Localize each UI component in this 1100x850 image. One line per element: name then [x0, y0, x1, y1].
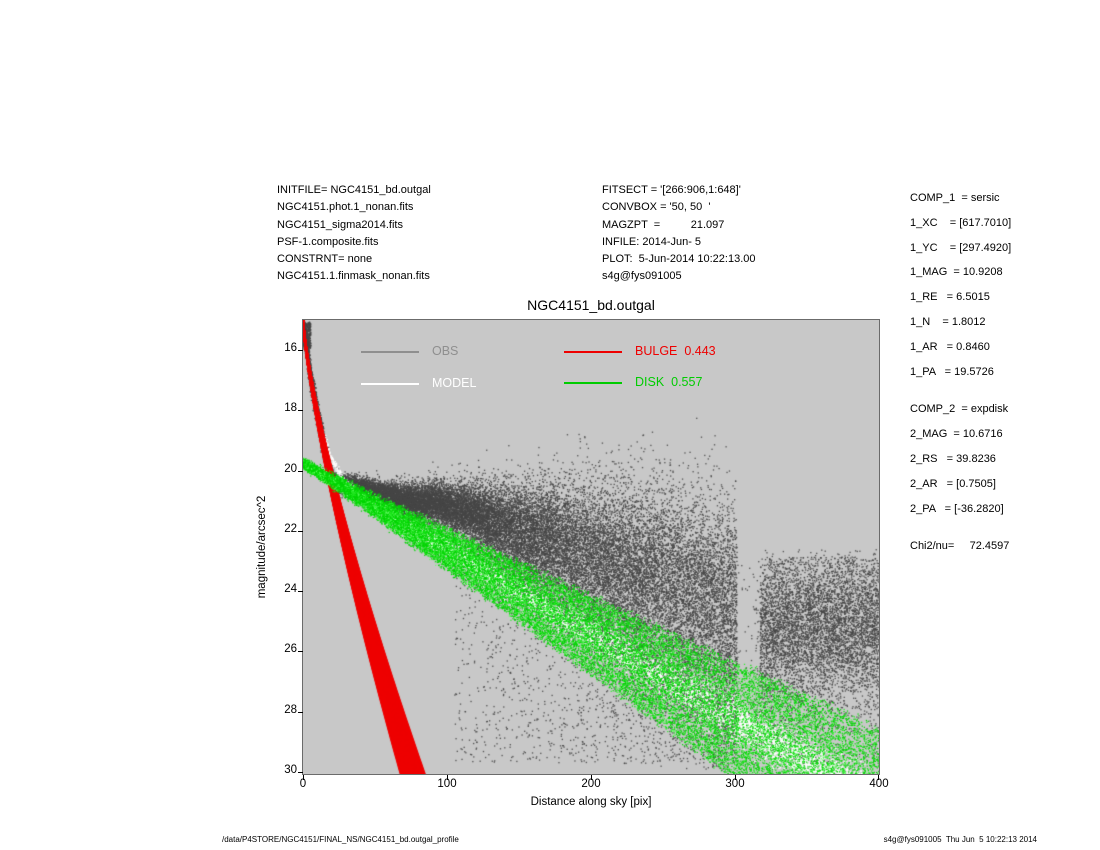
param-line: 1_MAG = 10.9208	[910, 266, 1003, 279]
legend-line-obs	[361, 351, 419, 353]
x-tick-mark	[303, 775, 304, 780]
footer-user-timestamp: s4g@fys091005 Thu Jun 5 10:22:13 2014	[883, 835, 1037, 844]
y-tick-label: 16	[284, 342, 297, 355]
param-line: 1_N = 1.8012	[910, 315, 986, 328]
x-tick-label: 100	[437, 778, 457, 790]
x-axis-label: Distance along sky [pix]	[530, 796, 652, 808]
y-tick-label: 18	[284, 402, 297, 415]
x-tick-label: 400	[869, 778, 889, 790]
x-tick-label: 300	[725, 778, 745, 790]
y-tick-mark	[298, 651, 303, 653]
x-tick-mark	[447, 775, 448, 780]
param-line: 2_PA = [-36.2820]	[910, 502, 1004, 515]
y-axis-label: magnitude/arcsec^2	[256, 495, 268, 599]
scatter-canvas	[303, 320, 879, 774]
y-tick-mark	[298, 470, 303, 472]
y-tick-mark	[298, 711, 303, 713]
param-line: 2_MAG = 10.6716	[910, 428, 1003, 441]
y-tick-mark	[298, 350, 303, 352]
legend-line-model	[361, 383, 419, 385]
legend-line-disk	[564, 382, 622, 384]
param-line: 1_YC = [297.4920]	[910, 241, 1012, 254]
fit-settings-block: FITSECT = '[266:906,1:648]' CONVBOX = '5…	[602, 184, 756, 283]
param-line: 1_AR = 0.8460	[910, 340, 990, 353]
y-tick-label: 26	[284, 643, 297, 656]
param-gap	[910, 384, 1095, 397]
fit-parameters-panel: COMP_1 = sersic 1_XC = [617.7010] 1_YC = […	[910, 186, 1095, 559]
x-tick-label: 0	[299, 778, 307, 790]
param-line: COMP_1 = sersic	[910, 192, 1000, 204]
param-line: 2_AR = [0.7505]	[910, 477, 996, 490]
legend-label-model: MODEL	[432, 376, 477, 390]
param-line: 1_XC = [617.7010]	[910, 216, 1012, 229]
y-tick-label: 30	[284, 763, 297, 776]
legend-label-disk: DISK 0.557	[635, 375, 703, 389]
param-line: 1_RE = 6.5015	[910, 291, 990, 304]
legend-label-bulge: BULGE 0.443	[635, 344, 716, 358]
x-tick-label: 200	[581, 778, 601, 790]
param-line: 2_RS = 39.8236	[910, 452, 996, 465]
y-tick-mark	[298, 771, 303, 773]
legend-line-bulge	[564, 351, 622, 353]
y-tick-label: 22	[284, 522, 297, 535]
param-line: COMP_2 = expdisk	[910, 403, 1009, 416]
x-tick-mark	[591, 775, 592, 780]
y-tick-label: 28	[284, 703, 297, 716]
legend-label-obs: OBS	[432, 344, 459, 358]
param-gap	[910, 521, 1095, 534]
footer-filepath: /data/P4STORE/NGC4151/FINAL_NS/NGC4151_b…	[222, 835, 459, 844]
param-line: 1_PA = 19.5726	[910, 365, 994, 378]
y-tick-mark	[298, 591, 303, 593]
y-tick-mark	[298, 410, 303, 412]
x-tick-mark	[735, 775, 736, 780]
y-tick-label: 24	[284, 583, 297, 596]
profile-plot-area: NGC4151_bd.outgal OBS MODEL BULGE 0.443 …	[256, 297, 889, 808]
input-files-block: INITFILE= NGC4151_bd.outgal NGC4151.phot…	[277, 184, 431, 283]
x-tick-mark	[878, 775, 879, 780]
y-tick-mark	[298, 530, 303, 532]
y-tick-label: 20	[284, 462, 297, 475]
param-line: Chi2/nu= 72.4597	[910, 540, 1010, 553]
chart-title: NGC4151_bd.outgal	[527, 297, 655, 313]
